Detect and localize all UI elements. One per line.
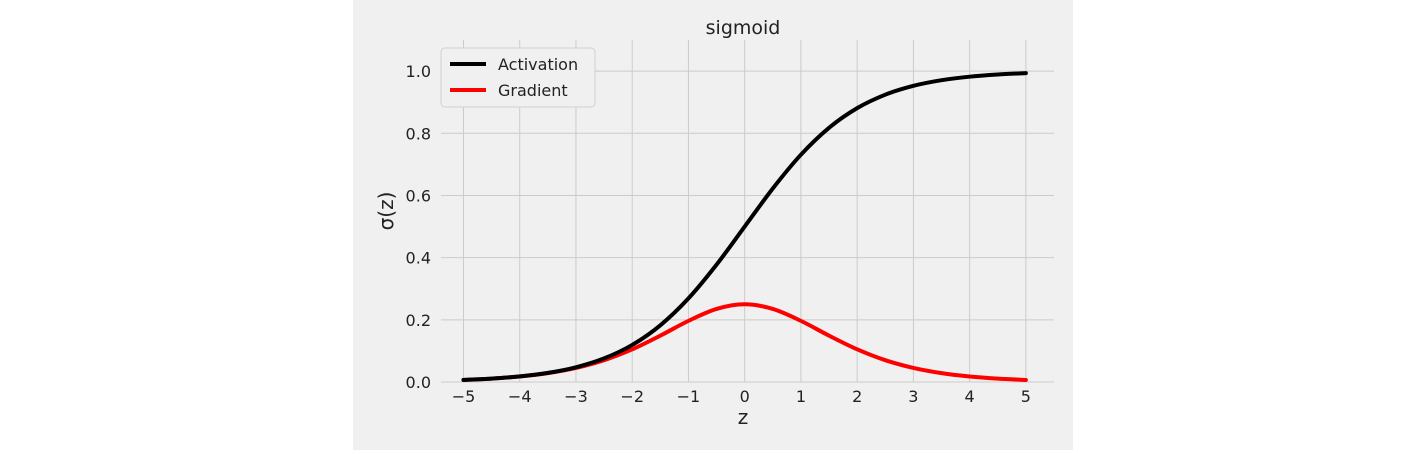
x-tick-label: 1 — [796, 387, 806, 406]
x-tick-label: 4 — [965, 387, 975, 406]
x-tick-label: −5 — [452, 387, 476, 406]
x-tick-label: 0 — [740, 387, 750, 406]
x-axis-label: z — [738, 405, 749, 429]
series-layer — [461, 71, 1028, 382]
legend-label-activation: Activation — [498, 55, 578, 74]
y-tick-label: 0.8 — [406, 124, 431, 143]
y-tick-labels: 0.0 0.2 0.4 0.6 0.8 1.0 — [406, 62, 431, 392]
sigmoid-chart: −5 −4 −3 −2 −1 0 1 2 3 4 5 0.0 0.2 0.4 0.6 0.8 1.0 sigm… — [374, 17, 1054, 429]
x-tick-label: −3 — [564, 387, 588, 406]
legend-label-gradient: Gradient — [498, 81, 568, 100]
y-tick-label: 0.6 — [406, 186, 431, 205]
y-tick-label: 0.2 — [406, 311, 431, 330]
series-line-activation — [461, 71, 1028, 382]
y-tick-label: 1.0 — [406, 62, 431, 81]
y-axis-label: σ(z) — [374, 192, 398, 231]
x-tick-label: −4 — [508, 387, 532, 406]
chart-figure: −5 −4 −3 −2 −1 0 1 2 3 4 5 0.0 0.2 0.4 0.6 0.8 1.0 sigm… — [353, 0, 1073, 450]
chart-title: sigmoid — [706, 17, 781, 39]
x-tick-label: 5 — [1021, 387, 1031, 406]
x-tick-labels: −5 −4 −3 −2 −1 0 1 2 3 4 5 — [452, 387, 1031, 406]
y-tick-label: 0.4 — [406, 249, 431, 268]
legend: Activation Gradient — [440, 47, 596, 108]
y-tick-label: 0.0 — [406, 373, 431, 392]
x-tick-label: −2 — [620, 387, 644, 406]
x-tick-label: −1 — [677, 387, 701, 406]
x-tick-label: 3 — [908, 387, 918, 406]
x-tick-label: 2 — [852, 387, 862, 406]
